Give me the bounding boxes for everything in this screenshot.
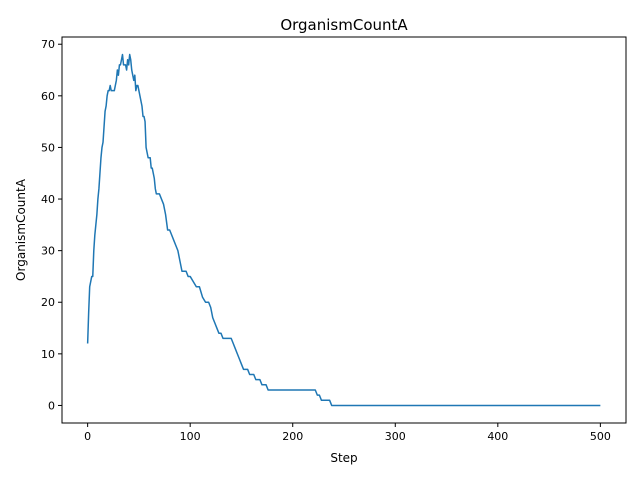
y-tick-label: 20	[41, 296, 55, 309]
x-tick-label: 500	[590, 430, 611, 443]
series-line	[86, 53, 601, 407]
plot-area-frame	[61, 36, 627, 424]
x-axis-label: Step	[330, 451, 357, 465]
y-tick-label: 40	[41, 193, 55, 206]
y-tick-label: 60	[41, 90, 55, 103]
chart-title: OrganismCountA	[280, 16, 408, 34]
x-axis-ticks: 0 100 200 300 400 500	[84, 423, 611, 443]
y-axis-ticks: 0 10 20 30 40 50 60 70	[41, 38, 62, 412]
y-axis-label: OrganismCountA	[14, 178, 28, 281]
y-tick-label: 10	[41, 348, 55, 361]
x-tick-label: 100	[180, 430, 201, 443]
y-tick-label: 50	[41, 141, 55, 154]
series-layer	[86, 53, 601, 407]
y-tick-label: 30	[41, 245, 55, 258]
y-tick-label: 0	[48, 399, 55, 412]
y-tick-label: 70	[41, 38, 55, 51]
x-tick-label: 400	[487, 430, 508, 443]
x-tick-label: 0	[84, 430, 91, 443]
x-tick-label: 200	[282, 430, 303, 443]
x-tick-label: 300	[385, 430, 406, 443]
